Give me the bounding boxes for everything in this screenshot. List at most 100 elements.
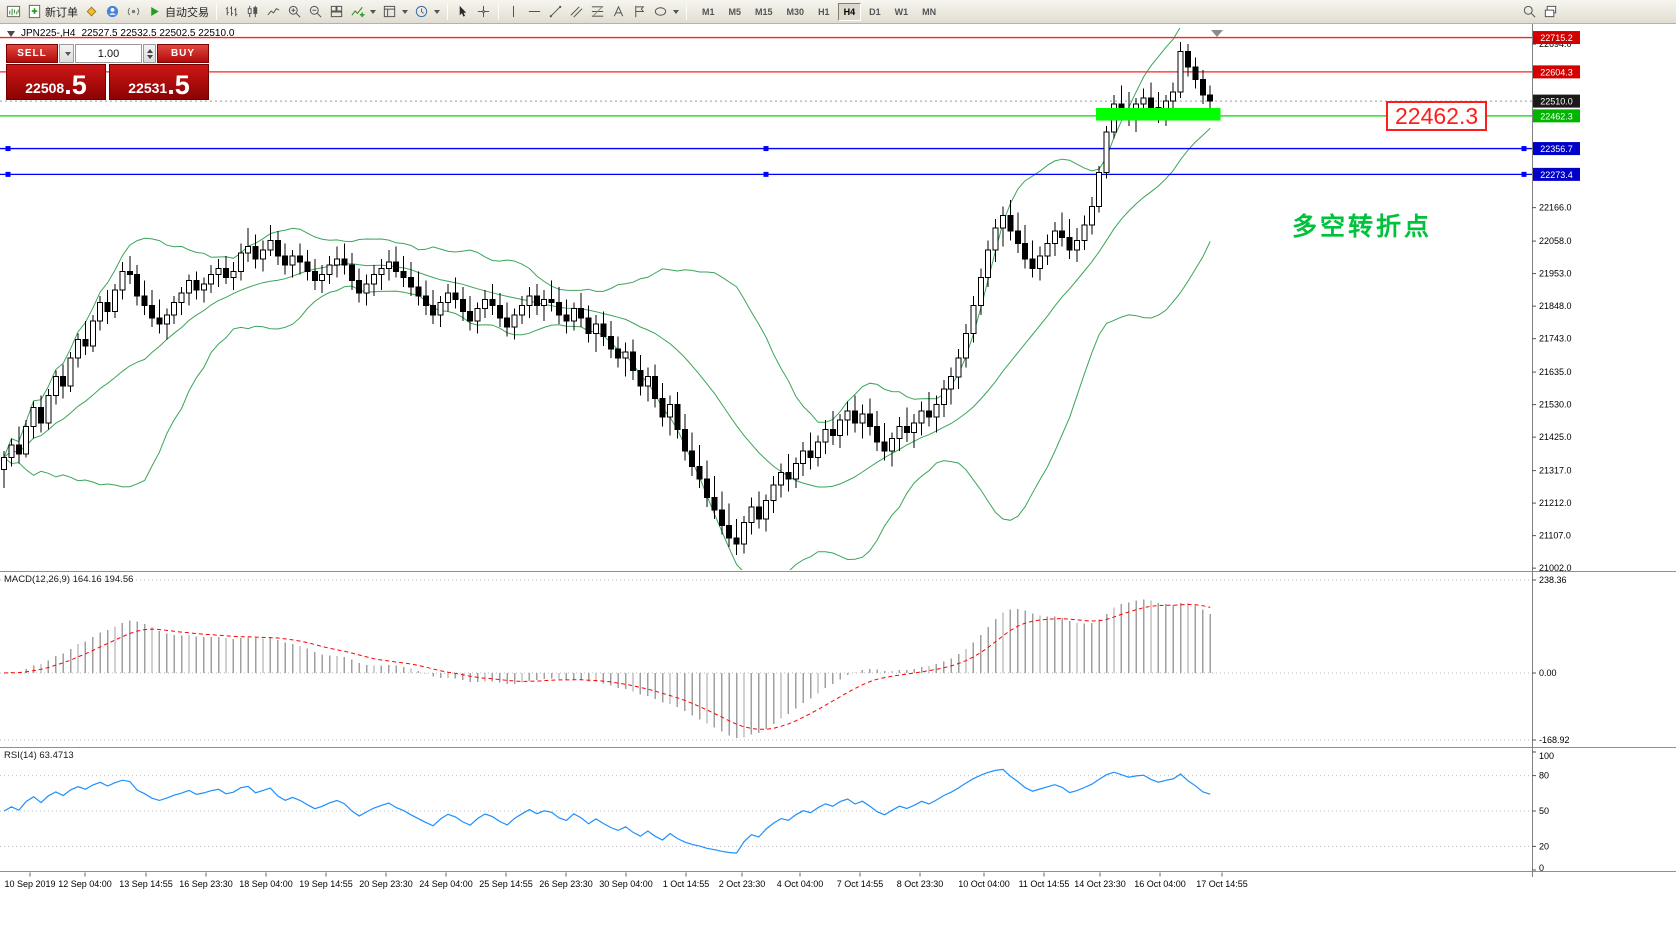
bar-chart-mode-button[interactable] — [221, 2, 242, 22]
candlestick-mode-button[interactable] — [242, 2, 263, 22]
rsi-scale-label: 100 — [1539, 751, 1554, 761]
vertical-line-tool-button[interactable] — [503, 2, 524, 22]
dropdown-caret-icon[interactable] — [370, 9, 376, 14]
horizontal-line-tool-button[interactable] — [524, 2, 545, 22]
timeframe-button-D1[interactable]: D1 — [869, 6, 881, 17]
templates-button[interactable] — [379, 2, 411, 22]
date-label: 11 Oct 14:55 — [1019, 879, 1070, 889]
price-badge — [1533, 65, 1580, 79]
zoom-in-icon — [287, 4, 302, 19]
new-order-label: 新订单 — [45, 6, 78, 19]
date-label: 13 Sep 14:55 — [119, 879, 173, 889]
highlight-rectangle[interactable] — [1096, 107, 1221, 121]
templates-icon — [382, 4, 397, 19]
zoom-in-button[interactable] — [284, 2, 305, 22]
trendline-tool-button[interactable] — [545, 2, 566, 22]
price-scale-label: 21635.0 — [1539, 367, 1572, 377]
date-label: 12 Sep 04:00 — [58, 879, 112, 889]
community-button[interactable] — [102, 2, 123, 22]
date-label: 7 Oct 14:55 — [837, 879, 884, 889]
one-click-collapse-icon[interactable] — [7, 30, 15, 37]
date-label: 25 Sep 14:55 — [479, 879, 533, 889]
period-clock-button[interactable] — [411, 2, 443, 22]
price-badge — [1533, 167, 1580, 181]
toolbar-separator — [498, 3, 499, 20]
price-badge-label: 22273.4 — [1540, 170, 1573, 180]
price-scale-label: 22694.0 — [1539, 39, 1572, 49]
fibonacci-icon — [590, 4, 605, 19]
tile-windows-button[interactable] — [326, 2, 347, 22]
shapes-tool-button[interactable] — [650, 2, 682, 22]
new-order-button[interactable]: 新订单 — [24, 2, 81, 22]
zoom-out-icon — [308, 4, 323, 19]
dropdown-caret-icon[interactable] — [673, 9, 679, 14]
line-handle[interactable] — [763, 146, 769, 152]
cascade-windows-button[interactable] — [1540, 2, 1561, 22]
annotation-text[interactable]: 多空转折点 — [1292, 213, 1433, 241]
zoom-out-button[interactable] — [305, 2, 326, 22]
quick-search-button[interactable] — [1519, 2, 1540, 22]
line-handle[interactable] — [5, 171, 11, 177]
line-handle[interactable] — [1521, 146, 1527, 152]
timeframe-button-M5[interactable]: M5 — [728, 6, 742, 17]
line-handle[interactable] — [1521, 171, 1527, 177]
volume-input[interactable] — [75, 44, 142, 63]
buy-price-display[interactable]: 22531.5 — [109, 64, 209, 100]
crosshair-tool-button[interactable] — [473, 2, 494, 22]
volume-dropdown[interactable] — [59, 44, 74, 63]
crosshair-icon — [476, 4, 491, 19]
fibonacci-tool-button[interactable] — [587, 2, 608, 22]
label-flag-icon — [632, 4, 647, 19]
label-tool-button[interactable] — [629, 2, 650, 22]
market-icon — [84, 4, 99, 19]
order-panel-prices: 22508.5 22531.5 — [6, 64, 209, 100]
price-callout-box[interactable]: 22462.3 — [1386, 101, 1488, 131]
line-chart-mode-button[interactable] — [263, 2, 284, 22]
macd-scale-label: 238.36 — [1539, 575, 1567, 585]
spin-up-icon[interactable] — [146, 48, 153, 53]
buy-price-big-digit: .5 — [167, 70, 190, 101]
sell-price-display[interactable]: 22508.5 — [6, 64, 106, 100]
chart-shift-marker[interactable] — [1211, 30, 1223, 37]
price-scale-label: 21212.0 — [1539, 498, 1572, 508]
market-button[interactable] — [81, 2, 102, 22]
toolbar-separator — [216, 3, 217, 20]
dropdown-caret-icon[interactable] — [434, 9, 440, 14]
text-tool-button[interactable] — [608, 2, 629, 22]
dropdown-caret-icon[interactable] — [402, 9, 408, 14]
channel-tool-button[interactable] — [566, 2, 587, 22]
timeframe-button-M15[interactable]: M15 — [755, 6, 773, 17]
sell-button[interactable]: SELL — [6, 44, 58, 63]
timeframe-button-MN[interactable]: MN — [922, 6, 937, 17]
new-chart-button[interactable] — [3, 2, 24, 22]
line-handle[interactable] — [763, 171, 769, 177]
line-handle[interactable] — [5, 146, 11, 152]
date-label: 26 Sep 23:30 — [539, 879, 593, 889]
timeframe-button-W1[interactable]: W1 — [894, 6, 909, 17]
auto-trading-button[interactable]: 自动交易 — [144, 2, 212, 22]
horizontal-line-icon — [527, 4, 542, 19]
timeframe-button-M1[interactable]: M1 — [702, 6, 715, 17]
timeframe-button-H1[interactable]: H1 — [818, 6, 830, 17]
channel-icon — [569, 4, 584, 19]
timeframe-button-M30[interactable]: M30 — [786, 6, 805, 17]
timeframe-button-H4[interactable]: H4 — [837, 2, 862, 21]
chart-ohlc-values: 22527.5 22532.5 22502.5 22510.0 — [81, 28, 235, 39]
date-label: 20 Sep 23:30 — [359, 879, 413, 889]
candlestick-icon — [245, 4, 260, 19]
sell-price-big-digit: .5 — [64, 70, 87, 101]
signals-button[interactable] — [123, 2, 144, 22]
date-label: 1 Oct 14:55 — [663, 879, 710, 889]
indicators-button[interactable] — [347, 2, 379, 22]
text-tool-icon — [611, 4, 626, 19]
volume-spinner[interactable] — [143, 44, 156, 63]
date-label: 16 Sep 23:30 — [179, 879, 233, 889]
date-label: 10 Sep 2019 — [4, 879, 55, 889]
bollinger-bands — [3, 28, 1211, 570]
chart-canvas[interactable]: 22694.0 22166.0 22058.0 21953.0 21848.0 21743… — [0, 24, 1676, 949]
cursor-tool-button[interactable] — [452, 2, 473, 22]
new-order-icon — [27, 4, 42, 19]
spin-down-icon[interactable] — [146, 54, 153, 59]
buy-button[interactable]: BUY — [157, 44, 209, 63]
